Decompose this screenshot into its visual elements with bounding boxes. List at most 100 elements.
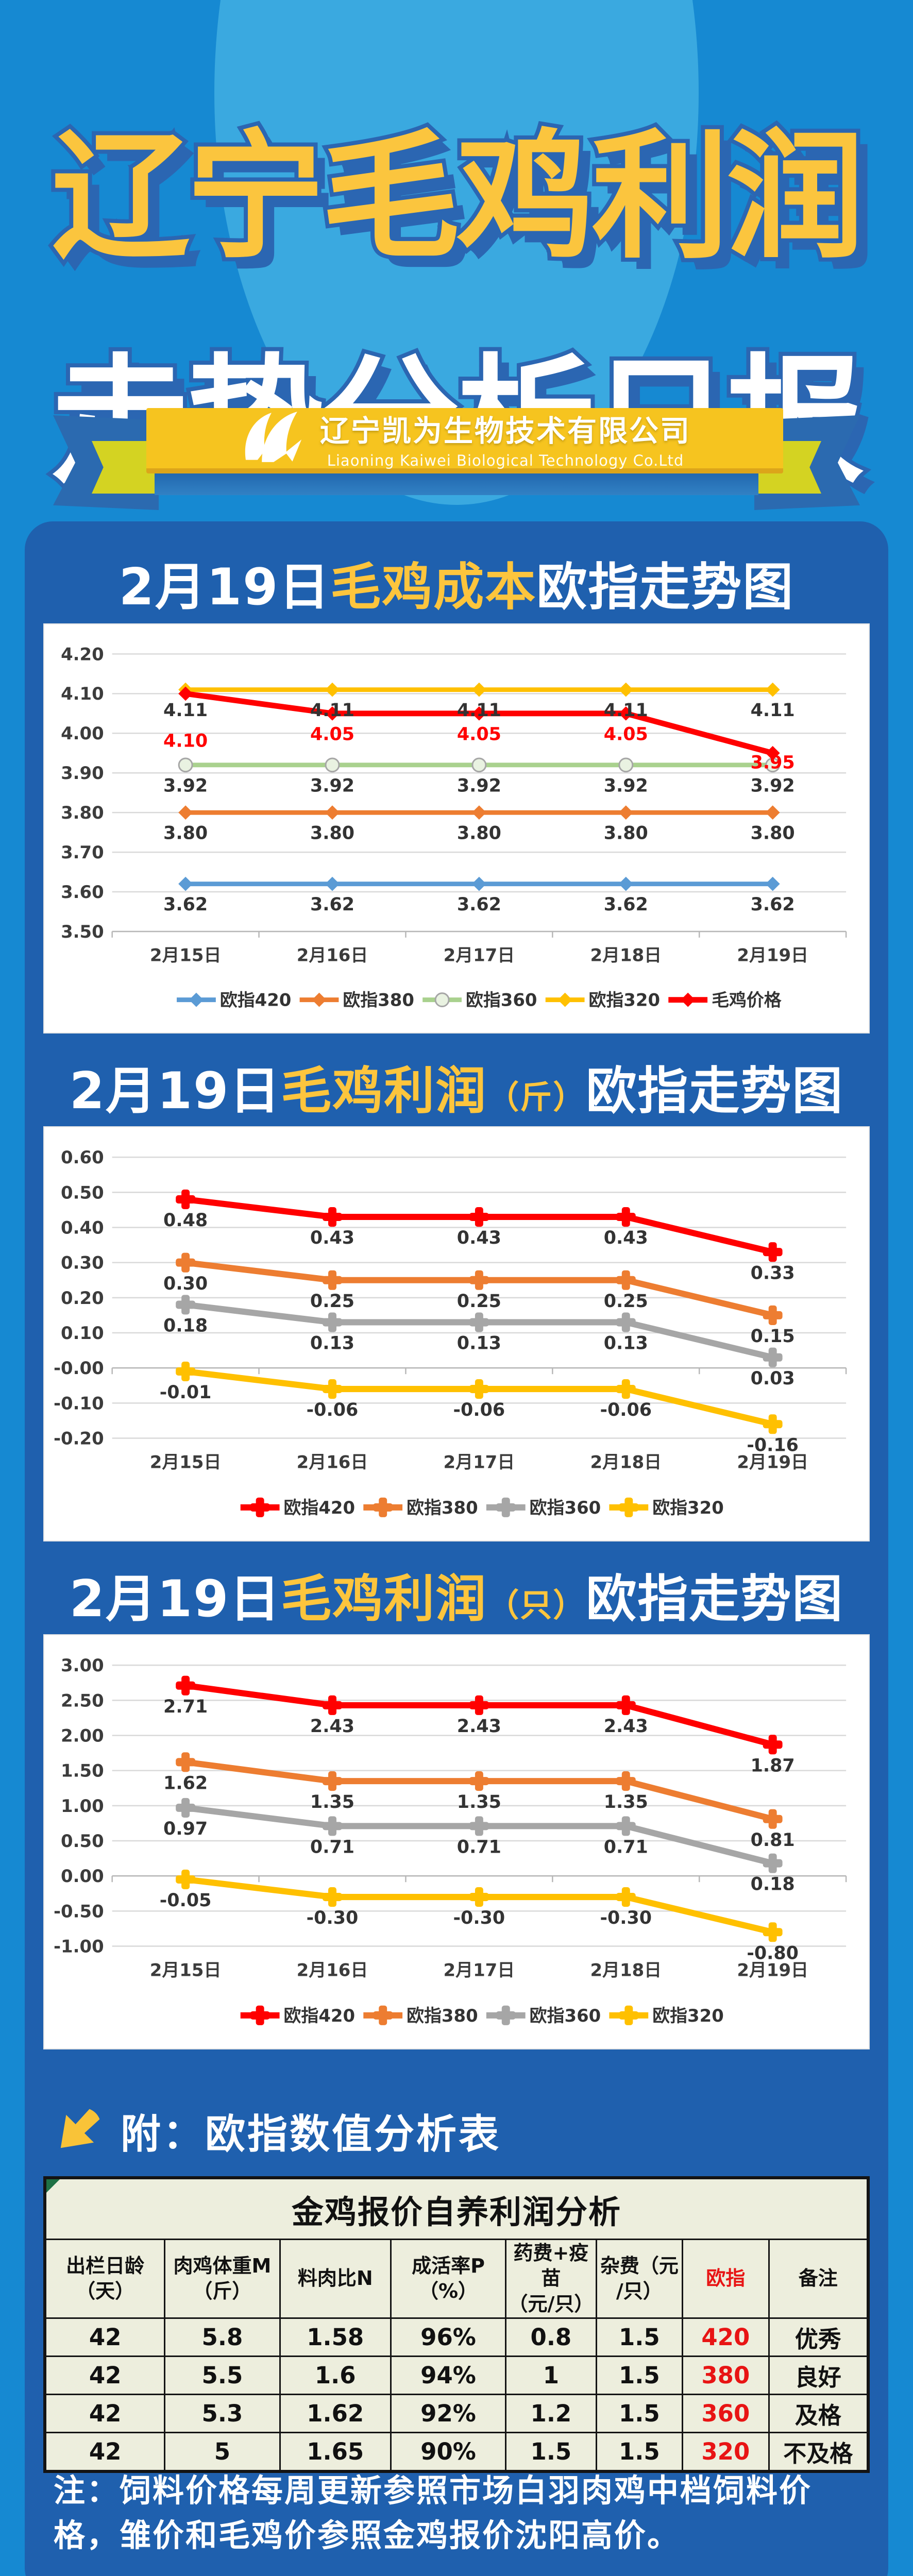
svg-text:毛鸡价格: 毛鸡价格: [712, 990, 782, 1010]
section-title-part: 2月19日: [69, 1570, 281, 1629]
svg-text:-0.50: -0.50: [54, 1901, 104, 1922]
svg-text:3.62: 3.62: [310, 894, 354, 915]
section-title-part: 毛鸡利润: [281, 1062, 487, 1121]
table-cell: 1.65: [279, 2432, 392, 2472]
svg-text:欧指360: 欧指360: [530, 1498, 601, 1518]
svg-text:3.62: 3.62: [604, 894, 648, 915]
svg-text:0.30: 0.30: [163, 1274, 208, 1294]
table-cell: 5.3: [164, 2394, 281, 2434]
svg-text:0.71: 0.71: [310, 1837, 354, 1857]
svg-text:2月19日: 2月19日: [737, 1960, 808, 1981]
svg-text:4.11: 4.11: [604, 700, 648, 721]
table-row: 42 5.5 1.6 94% 1 1.5 380 良好: [44, 2355, 869, 2396]
table-header-cell: 备注: [768, 2238, 869, 2319]
svg-text:3.62: 3.62: [457, 894, 501, 915]
svg-text:2.43: 2.43: [457, 1716, 501, 1737]
down-right-arrow-icon: [49, 2105, 106, 2157]
table-cell: 优秀: [768, 2317, 869, 2358]
svg-text:欧指420: 欧指420: [220, 990, 292, 1010]
table-cell: 5.5: [164, 2355, 281, 2396]
svg-text:3.80: 3.80: [163, 823, 208, 844]
svg-text:0.00: 0.00: [61, 1866, 104, 1887]
svg-text:-0.00: -0.00: [54, 1358, 104, 1379]
table-cell: 92%: [390, 2394, 507, 2434]
sheet-corner-marker: [46, 2179, 60, 2193]
table-cell: 420: [682, 2317, 770, 2358]
svg-text:3.92: 3.92: [310, 775, 354, 796]
svg-text:4.11: 4.11: [457, 700, 501, 721]
svg-text:4.05: 4.05: [457, 724, 501, 744]
svg-text:0.33: 0.33: [751, 1263, 795, 1283]
svg-text:0.71: 0.71: [457, 1837, 501, 1857]
svg-text:欧指360: 欧指360: [466, 990, 537, 1010]
table-cell: 94%: [390, 2355, 507, 2396]
svg-text:3.70: 3.70: [61, 842, 104, 862]
svg-text:-0.30: -0.30: [307, 1908, 359, 1928]
kaiwei-wings-logo-icon: [239, 411, 307, 466]
table-cell: 42: [44, 2394, 166, 2434]
table-header-cell: 肉鸡体重M （斤）: [164, 2238, 281, 2319]
svg-text:0.43: 0.43: [457, 1228, 501, 1248]
svg-text:0.13: 0.13: [457, 1333, 501, 1354]
svg-text:0.50: 0.50: [61, 1831, 104, 1852]
table-header-cell: 欧指: [682, 2238, 770, 2319]
svg-text:3.92: 3.92: [163, 775, 208, 796]
svg-text:欧指420: 欧指420: [284, 1498, 356, 1518]
svg-text:欧指420: 欧指420: [284, 2006, 356, 2026]
svg-text:0.48: 0.48: [163, 1210, 208, 1231]
svg-text:0.15: 0.15: [751, 1326, 795, 1347]
section-title-part: 欧指走势图: [586, 1570, 844, 1629]
table-header-cell: 出栏日龄 （天）: [44, 2238, 166, 2319]
svg-text:3.80: 3.80: [751, 823, 795, 844]
table-header-cell: 料肉比N: [279, 2238, 392, 2319]
table-cell: 96%: [390, 2317, 507, 2358]
svg-text:3.80: 3.80: [457, 823, 501, 844]
line-chart: 3.00 2.50 2.00 1.50 1.00 0.50 0.00 -0.50 -1.00 2月…: [54, 1655, 847, 2026]
table-cell: 5: [164, 2432, 281, 2472]
table-cell: 42: [44, 2432, 166, 2472]
table-cell: 1.5: [595, 2355, 684, 2396]
chart-canvas-cost: 4.20 4.10 4.00 3.90 3.80 3.70 3.60 3.50 2月15日 2月1…: [44, 624, 869, 1032]
svg-text:-0.30: -0.30: [600, 1908, 652, 1928]
section-title-part: 毛鸡成本: [330, 558, 537, 617]
svg-text:3.90: 3.90: [61, 763, 104, 783]
note-text: 注：饲料价格每周更新参照市场白羽肉鸡中档饲料价格，雏价和毛鸡价参照金鸡报价沈阳高…: [54, 2472, 813, 2554]
svg-text:4.10: 4.10: [163, 731, 208, 751]
analysis-table-card: 金鸡报价自养利润分析 出栏日龄 （天） 肉鸡体重M （斤） 料肉比N 成活率P （%）药…: [43, 2176, 870, 2473]
svg-text:2月16日: 2月16日: [297, 1452, 368, 1473]
svg-text:欧指320: 欧指320: [652, 1498, 724, 1518]
table-title: 金鸡报价自养利润分析: [45, 2178, 868, 2240]
svg-text:3.92: 3.92: [457, 775, 501, 796]
table-cell: 1.62: [279, 2394, 392, 2434]
svg-text:3.50: 3.50: [61, 922, 104, 942]
svg-text:2.00: 2.00: [61, 1725, 104, 1746]
svg-text:2月16日: 2月16日: [297, 945, 368, 965]
svg-text:0.10: 0.10: [61, 1323, 104, 1344]
svg-text:3.95: 3.95: [751, 753, 795, 773]
svg-text:0.18: 0.18: [751, 1874, 795, 1895]
svg-text:2.50: 2.50: [61, 1690, 104, 1711]
svg-text:0.25: 0.25: [604, 1291, 648, 1312]
company-name-en: Liaoning Kaiwei Biological Technology Co…: [327, 451, 684, 469]
chart-canvas-profit-bird: 3.00 2.50 2.00 1.50 1.00 0.50 0.00 -0.50 -1.00 2月…: [44, 1635, 869, 2048]
table-cell: 良好: [768, 2355, 869, 2396]
svg-text:-0.80: -0.80: [747, 1943, 799, 1963]
svg-text:0.50: 0.50: [61, 1182, 104, 1203]
section-title-part: 2月19日: [119, 558, 331, 617]
svg-text:0.97: 0.97: [163, 1819, 208, 1839]
svg-text:1.35: 1.35: [310, 1792, 354, 1812]
svg-text:2月15日: 2月15日: [150, 1960, 222, 1981]
svg-text:1.87: 1.87: [751, 1755, 795, 1776]
svg-text:1.35: 1.35: [604, 1792, 648, 1812]
svg-text:欧指320: 欧指320: [589, 990, 661, 1010]
svg-text:欧指360: 欧指360: [530, 2006, 601, 2026]
svg-text:-0.30: -0.30: [453, 1908, 505, 1928]
line-chart: 4.20 4.10 4.00 3.90 3.80 3.70 3.60 3.50 2月15日 2月1…: [61, 644, 847, 1010]
line-chart: 0.60 0.50 0.40 0.30 0.20 0.10 -0.00 -0.10 -0.20 2…: [54, 1147, 847, 1518]
svg-text:0.30: 0.30: [61, 1253, 104, 1274]
section-title-part: （斤）: [487, 1078, 586, 1116]
table-header-cell: 杂费（元 /只）: [595, 2238, 684, 2319]
table-cell: 1: [505, 2355, 597, 2396]
table-cell: 1.2: [505, 2394, 597, 2434]
